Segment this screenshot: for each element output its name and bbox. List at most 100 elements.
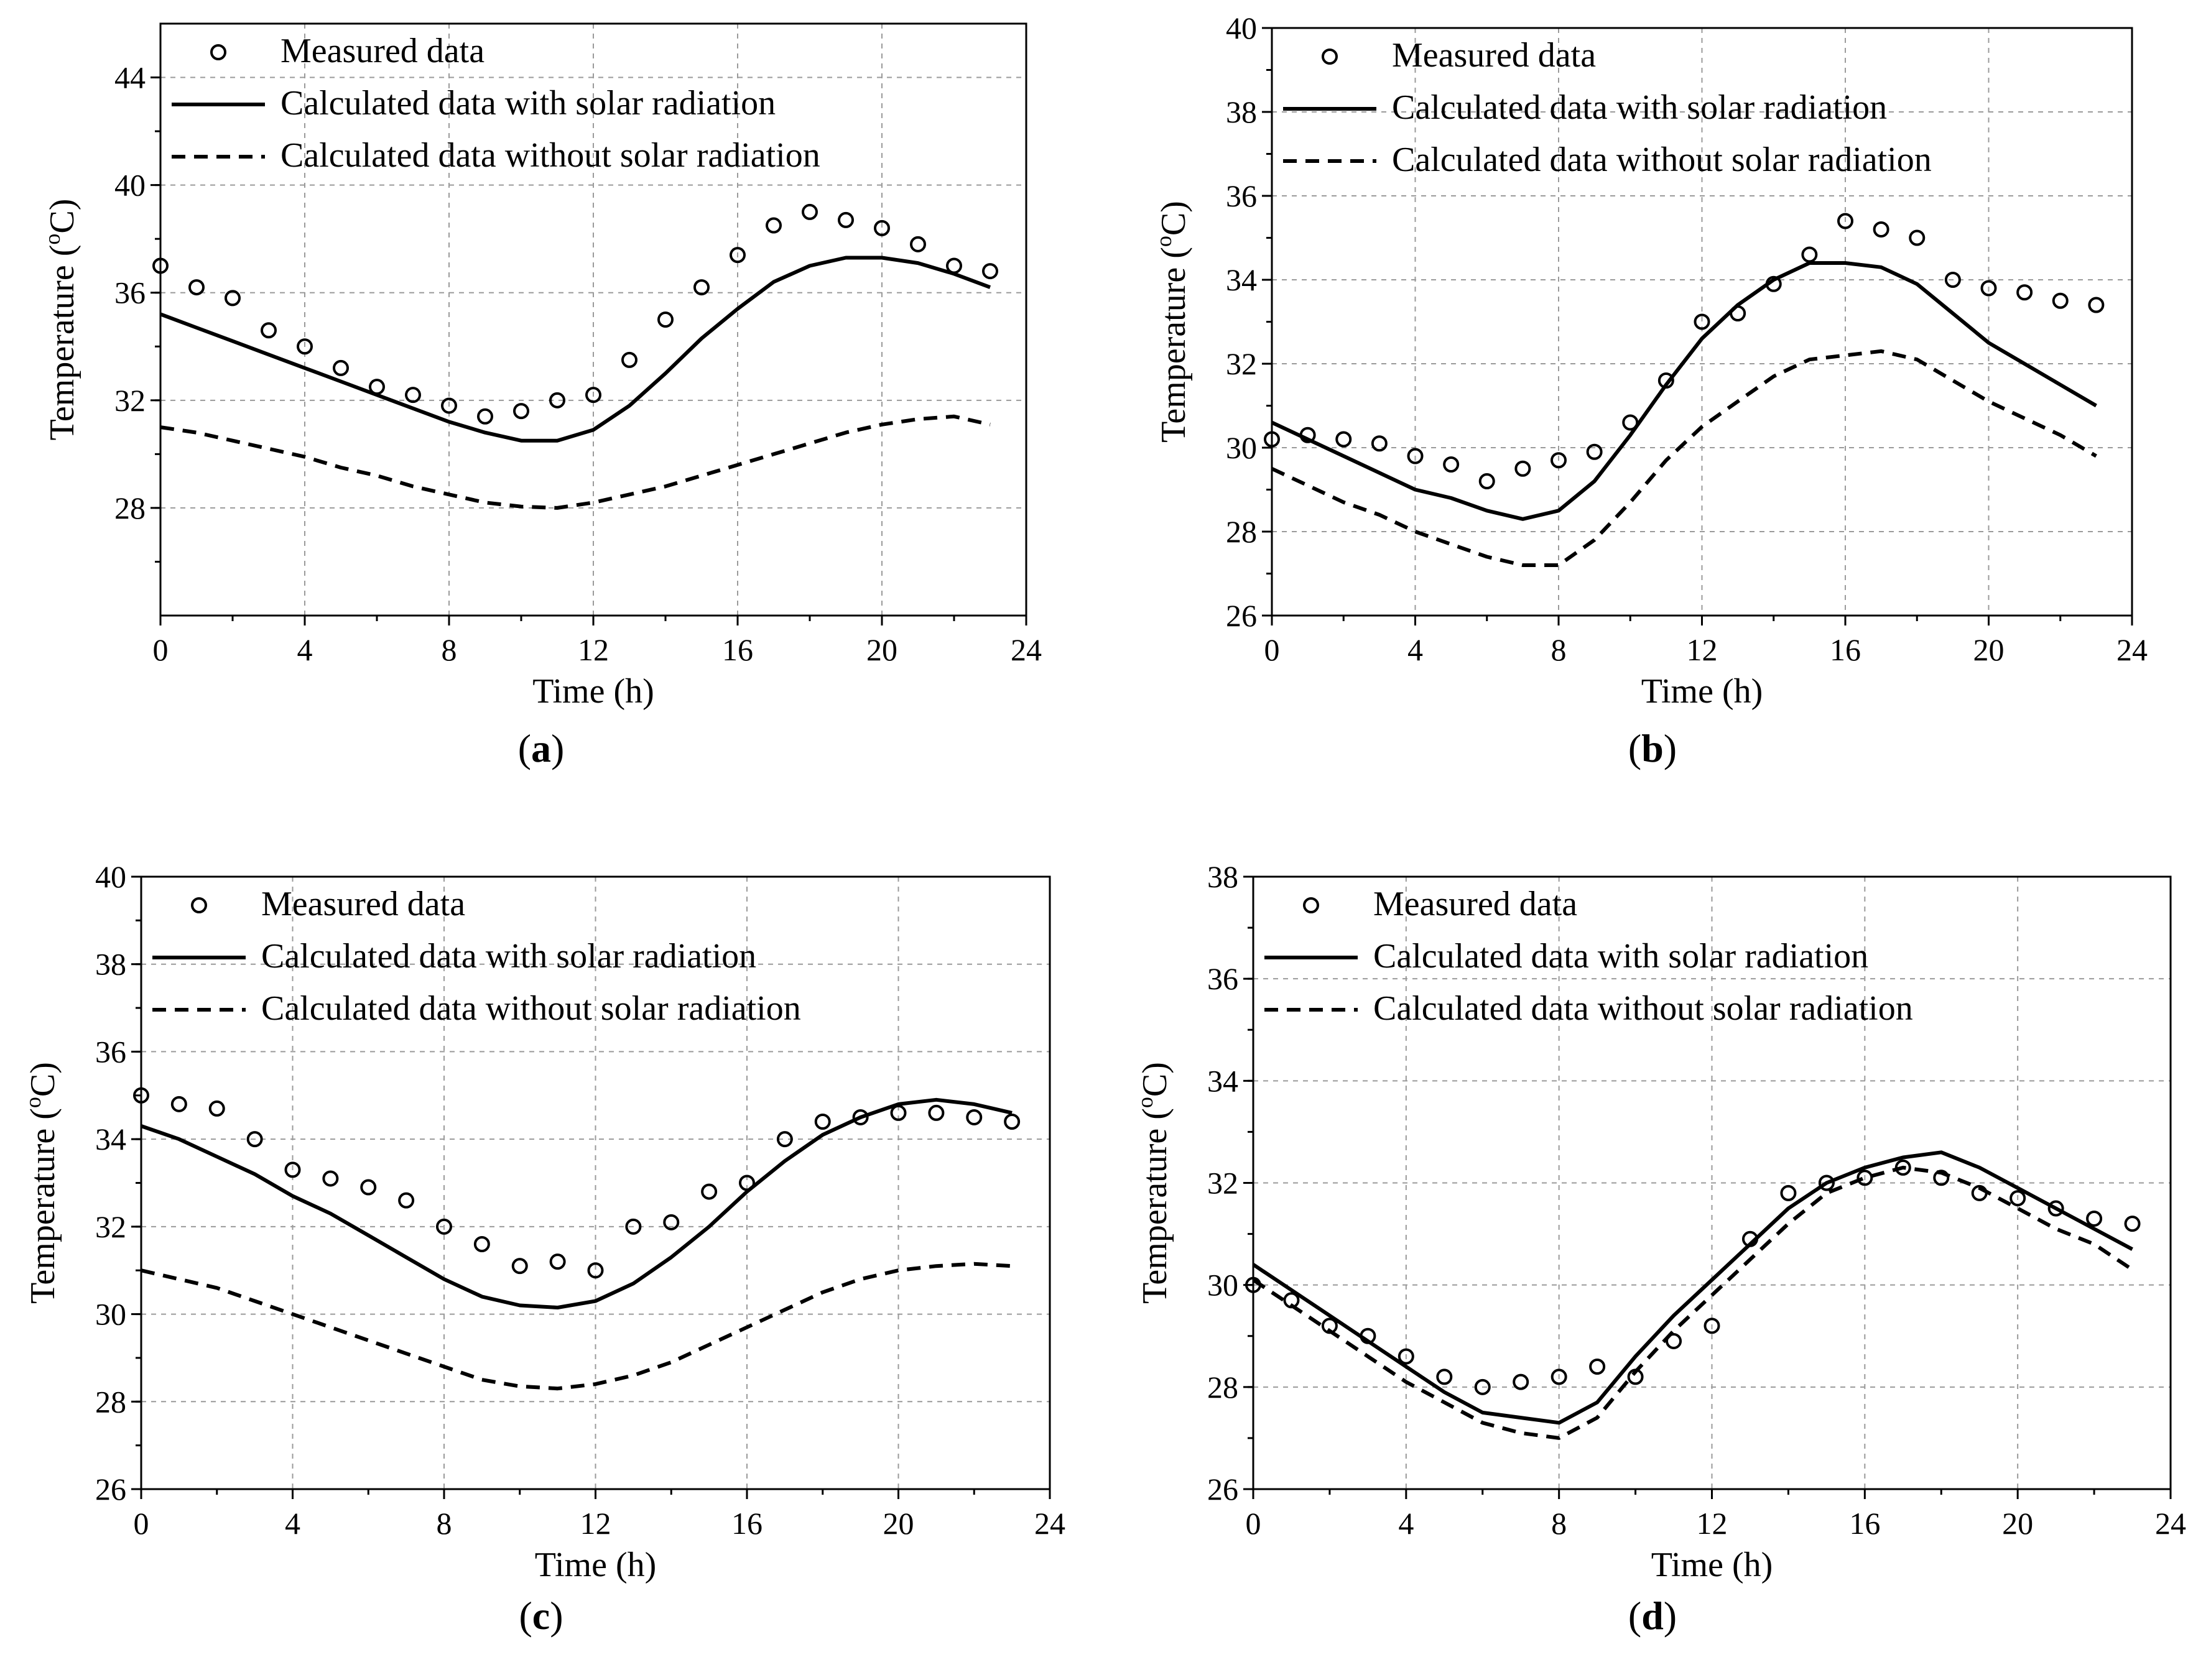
measured-point [1801,246,1818,263]
x-tick-label: 0 [1264,632,1280,667]
measured-point [2086,1210,2103,1227]
measured-point [1335,431,1352,448]
y-tick-label: 30 [1226,430,1257,465]
y-tick-label: 40 [95,859,126,894]
measured-point [477,408,493,425]
measured-point [1944,272,1961,288]
legend-label: Calculated data with solar radiation [280,84,776,122]
measured-point [663,1214,680,1230]
y-axis-label: Temperature (oC) [1151,201,1193,443]
legend-marker-icon [1322,48,1338,65]
legend-marker-icon [191,897,207,913]
measured-point [910,236,926,252]
measured-point [1443,456,1460,473]
x-tick-label: 8 [1551,1506,1567,1541]
measured-point [1818,1175,1835,1191]
measured-point [1780,1184,1797,1201]
measured-point [1478,473,1495,489]
with-solar-line [141,1097,1013,1309]
x-tick-label: 24 [1011,632,1042,667]
measured-point [441,397,457,414]
x-tick-label: 4 [297,632,313,667]
y-tick-label: 34 [1207,1063,1238,1098]
with-solar-line [1271,261,2097,521]
measured-point [405,387,421,404]
measured-point [701,1183,718,1200]
x-tick-label: 8 [1551,632,1567,667]
measured-point [333,359,349,376]
x-tick-label: 16 [1849,1506,1880,1541]
y-tick-label: 38 [1207,859,1238,894]
y-tick-label: 30 [1207,1268,1238,1303]
x-tick-label: 4 [1398,1506,1414,1541]
legend-marker-icon [1303,897,1319,913]
y-tick-label: 28 [1207,1370,1238,1405]
with-solar-line [159,256,991,443]
legend-label: Measured data [1373,885,1577,923]
measured-point [225,290,241,307]
measured-point [1513,1373,1529,1390]
x-tick-label: 0 [134,1506,149,1541]
measured-point [657,312,674,328]
x-tick-label: 20 [883,1506,914,1541]
y-tick-label: 40 [1226,11,1257,45]
measured-point [585,387,601,404]
legend-label: Calculated data without solar radiation [280,136,820,175]
measured-point [1837,213,1853,229]
measured-point [625,1218,642,1235]
y-tick-label: 44 [114,60,146,95]
measured-point [1551,1368,1567,1385]
measured-point [1589,1359,1606,1375]
y-tick-label: 28 [114,491,146,525]
measured-point [802,203,818,220]
measured-point [513,403,529,420]
without-solar-line [141,1262,1013,1391]
x-tick-label: 20 [866,632,897,667]
without-solar-line [160,414,991,510]
y-tick-label: 30 [95,1297,126,1332]
y-tick-label: 32 [1226,346,1257,381]
x-tick-label: 0 [153,632,169,667]
measured-point [2052,292,2069,309]
x-tick-label: 12 [1697,1506,1728,1541]
measured-point [852,1109,869,1125]
without-solar-line [1271,349,2097,567]
measured-point [1586,443,1603,460]
measured-point [1980,280,1997,297]
with-solar-line [1252,1150,2133,1425]
legend-label: Calculated data without solar radiation [261,989,801,1028]
measured-point [1474,1378,1491,1395]
measured-point [2088,297,2105,313]
y-tick-label: 36 [1207,961,1238,996]
measured-point [133,1087,149,1104]
x-tick-label: 12 [1687,632,1718,667]
measured-point [549,1253,566,1270]
y-tick-label: 40 [114,168,146,203]
y-tick-label: 26 [1226,598,1257,633]
measured-point [297,338,313,355]
y-tick-label: 28 [95,1384,126,1419]
measured-point [284,1161,301,1178]
y-tick-label: 38 [1226,95,1257,129]
x-tick-label: 12 [578,632,609,667]
measured-point [730,247,746,264]
measured-point [1666,1332,1682,1349]
legend-label: Measured data [261,885,465,923]
x-axis-label: Time (h) [535,1546,657,1584]
panel-caption: (a) [518,726,565,770]
legend-label: Measured data [1392,36,1596,75]
measured-point [2047,1200,2064,1217]
measured-point [1909,229,1926,246]
measured-point [1398,1348,1414,1365]
y-tick-label: 34 [1226,262,1257,297]
measured-point [398,1192,415,1209]
measured-point [1694,313,1710,330]
x-axis-label: Time (h) [1641,672,1763,711]
measured-point [246,1131,263,1148]
y-axis-label: Temperature (oC) [1133,1062,1174,1304]
measured-point [1551,452,1567,469]
y-tick-label: 36 [95,1034,126,1069]
measured-point [1514,460,1531,477]
legend-label: Calculated data without solar radiation [1392,141,1932,179]
